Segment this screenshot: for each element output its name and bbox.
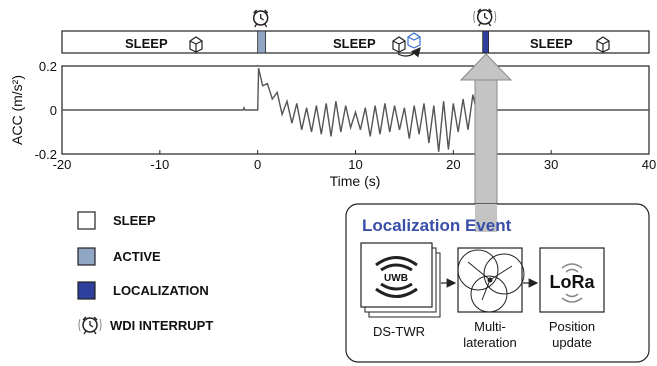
localization-event-panel: Localization Event UWB DS-TWR Multi- lat… <box>345 203 650 363</box>
step-label-position: Position <box>549 319 595 334</box>
x-tick-label: 30 <box>544 157 558 172</box>
timeline-label-sleep-2: SLEEP <box>333 36 376 51</box>
transition-arrow <box>397 47 421 58</box>
y-tick-label: -0.2 <box>35 147 57 162</box>
timeline-frame <box>61 30 650 54</box>
legend-swatch-sleep <box>77 211 96 230</box>
x-tick-label: 40 <box>642 157 656 172</box>
multilateration-icon <box>457 247 525 313</box>
arrow-stem-overlap <box>475 204 497 232</box>
legend-label-sleep: SLEEP <box>113 213 156 228</box>
alarm-clock-icon <box>473 8 497 27</box>
legend-swatch-active <box>77 247 96 266</box>
y-tick-label: 0.2 <box>39 59 57 74</box>
x-tick-label: -20 <box>53 157 72 172</box>
lora-icon-text: LoRa <box>550 272 596 292</box>
step-label-lateration: lateration <box>463 335 516 350</box>
acc-plot: -20 -10 0 10 20 30 40 -0.2 0 0.2 Time (s) ACC (m… <box>9 59 656 189</box>
step-label-ds-twr: DS-TWR <box>373 324 425 339</box>
box-open-icon <box>407 32 421 49</box>
timeline-label-sleep-1: SLEEP <box>125 36 168 51</box>
step-label-update: update <box>552 335 592 350</box>
box-icon <box>596 36 610 53</box>
x-tick-label: 10 <box>348 157 362 172</box>
box-icon <box>392 36 406 53</box>
legend-label-localization: LOCALIZATION <box>113 283 209 298</box>
x-tick-label: -10 <box>150 157 169 172</box>
y-axis-label: ACC (m/s²) <box>9 75 25 145</box>
acc-series-line <box>62 68 649 152</box>
x-axis: -20 -10 0 10 20 30 40 <box>53 150 656 172</box>
box-icon <box>189 36 203 53</box>
timeline-active-segment <box>257 30 266 54</box>
alarm-clock-icon <box>78 316 102 335</box>
timeline-localization-segment <box>482 30 489 54</box>
legend: SLEEP ACTIVE LOCALIZATION WDI INTERRUPT <box>77 211 213 335</box>
state-timeline: SLEEP SLEEP SLEEP <box>61 8 650 58</box>
x-tick-label: 0 <box>254 157 261 172</box>
uwb-icon-text: UWB <box>384 273 408 284</box>
x-tick-label: 20 <box>446 157 460 172</box>
legend-label-wdi-interrupt: WDI INTERRUPT <box>110 318 213 333</box>
lora-icon: LoRa <box>539 247 605 313</box>
legend-label-active: ACTIVE <box>113 249 161 264</box>
y-tick-label: 0 <box>50 103 57 118</box>
timeline-label-sleep-3: SLEEP <box>530 36 573 51</box>
legend-swatch-localization <box>77 281 96 300</box>
alarm-clock-icon <box>252 9 269 28</box>
y-axis: -0.2 0 0.2 <box>35 59 66 162</box>
step-label-multi: Multi- <box>474 319 506 334</box>
panel-title: Localization Event <box>362 216 512 235</box>
x-axis-label: Time (s) <box>330 173 381 189</box>
uwb-icon: UWB <box>360 242 441 318</box>
